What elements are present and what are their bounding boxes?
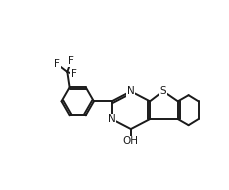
Text: F: F	[68, 56, 74, 66]
Text: F: F	[71, 69, 76, 79]
Text: F: F	[54, 59, 60, 69]
Text: N: N	[108, 114, 115, 124]
Text: N: N	[127, 86, 135, 96]
Text: OH: OH	[123, 136, 139, 146]
Text: S: S	[160, 86, 166, 96]
